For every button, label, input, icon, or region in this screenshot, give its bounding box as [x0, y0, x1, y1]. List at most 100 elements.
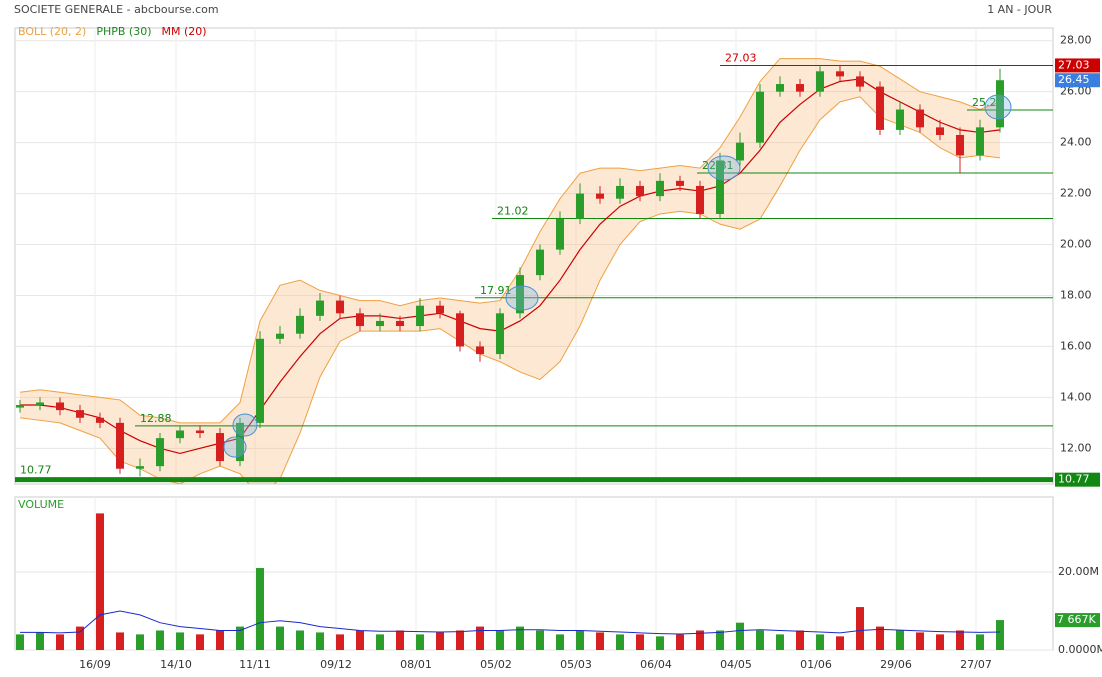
level-label: 27.03	[725, 51, 757, 64]
level-label: 10.77	[20, 464, 52, 477]
candle-body	[876, 86, 884, 130]
candle-body	[416, 305, 424, 327]
breakout-circles	[223, 94, 1012, 458]
volume-bar	[676, 634, 684, 650]
price-panel	[14, 27, 1054, 485]
candle-body	[236, 422, 244, 462]
panel-title: VOLUME	[18, 498, 64, 511]
candle-body	[936, 127, 944, 135]
volume-bar	[56, 634, 64, 650]
volume-bar	[456, 630, 464, 650]
volume-bar	[956, 630, 964, 650]
candle-body	[296, 315, 304, 334]
breakout	[505, 285, 539, 311]
volume-bar	[816, 634, 824, 650]
level-label: 21.02	[497, 205, 529, 218]
volume-bar	[876, 626, 884, 650]
candle-body	[96, 417, 104, 423]
candle-body	[496, 313, 504, 355]
last-box	[1055, 73, 1100, 88]
candle-body	[556, 219, 564, 250]
legend-entry: BOLL (20, 2)	[18, 25, 86, 38]
volume-bar	[696, 630, 704, 650]
y-tick-label: 14.00	[1060, 390, 1092, 403]
volume-bar	[716, 630, 724, 650]
period[interactable]: 1 AN - JOUR	[987, 3, 1052, 16]
volume-bar	[436, 632, 444, 650]
y-tick-label: 28.00	[1060, 34, 1092, 47]
candle-body	[636, 185, 644, 197]
volume-box-label: 7 667K	[1057, 613, 1096, 626]
candle-body	[916, 109, 924, 128]
candle-body	[476, 346, 484, 355]
volume-bar	[596, 632, 604, 650]
volume-bar	[76, 626, 84, 650]
candle-body	[816, 71, 824, 92]
volume-bar	[896, 630, 904, 650]
volume-bar	[616, 634, 624, 650]
candle-body	[896, 109, 904, 130]
candle-body	[696, 185, 704, 214]
volume-bar	[576, 630, 584, 650]
x-tick-label: 04/05	[720, 658, 752, 671]
level-label: 17.91	[480, 284, 512, 297]
volume-bar	[356, 630, 364, 650]
level-box	[1055, 472, 1100, 487]
y-tick-label: 12.00	[1060, 441, 1092, 454]
title: SOCIETE GENERALE - abcbourse.com	[14, 3, 219, 16]
volume-bar	[116, 632, 124, 650]
volume-bar	[156, 630, 164, 650]
candle-body	[156, 438, 164, 467]
candle-body	[76, 410, 84, 418]
candle-body	[796, 84, 804, 92]
candle-body	[456, 313, 464, 347]
candle-body	[576, 193, 584, 220]
volume-bar	[256, 568, 264, 650]
volume-bar	[796, 630, 804, 650]
x-tick-label: 01/06	[800, 658, 832, 671]
volume-bar	[916, 632, 924, 650]
candle-body	[516, 275, 524, 314]
legend-entry: MM (20)	[162, 25, 207, 38]
volume-bar	[656, 636, 664, 650]
volume-bar	[976, 634, 984, 650]
candle-body	[356, 313, 364, 327]
candle-body	[256, 338, 264, 423]
legend-entry: PHPB (30)	[96, 25, 151, 38]
bollinger-lower	[19, 96, 1001, 484]
volume-bar	[276, 626, 284, 650]
candle-body	[756, 91, 764, 143]
candle-body	[976, 127, 984, 156]
candle-body	[196, 430, 204, 434]
x-tick-label: 27/07	[960, 658, 992, 671]
volume-bar	[496, 630, 504, 650]
candle-body	[396, 320, 404, 327]
candle-body	[436, 305, 444, 314]
x-tick-label: 06/04	[640, 658, 672, 671]
last-label: 26.45	[1058, 73, 1090, 86]
volume-bar	[176, 632, 184, 650]
y-tick-label: 26.00	[1060, 85, 1092, 98]
y-tick-label: 18.00	[1060, 288, 1092, 301]
volume-bar	[16, 634, 24, 650]
candle-body	[116, 422, 124, 469]
volume-bar	[636, 634, 644, 650]
candle-body	[956, 134, 964, 156]
level-box-label: 27.03	[1058, 58, 1090, 71]
volume-bar	[756, 630, 764, 650]
candle-body	[776, 84, 784, 92]
volume-bar	[36, 632, 44, 650]
candle-body	[656, 180, 664, 197]
candle-body	[216, 433, 224, 462]
volume-panel	[14, 496, 1054, 651]
volume-bar	[536, 630, 544, 650]
candle-body	[856, 76, 864, 87]
candle-body	[736, 142, 744, 161]
volume-bar	[376, 634, 384, 650]
candle-body	[316, 300, 324, 316]
volume-bar	[96, 513, 104, 650]
volume-bar	[336, 634, 344, 650]
volume-bar	[396, 630, 404, 650]
